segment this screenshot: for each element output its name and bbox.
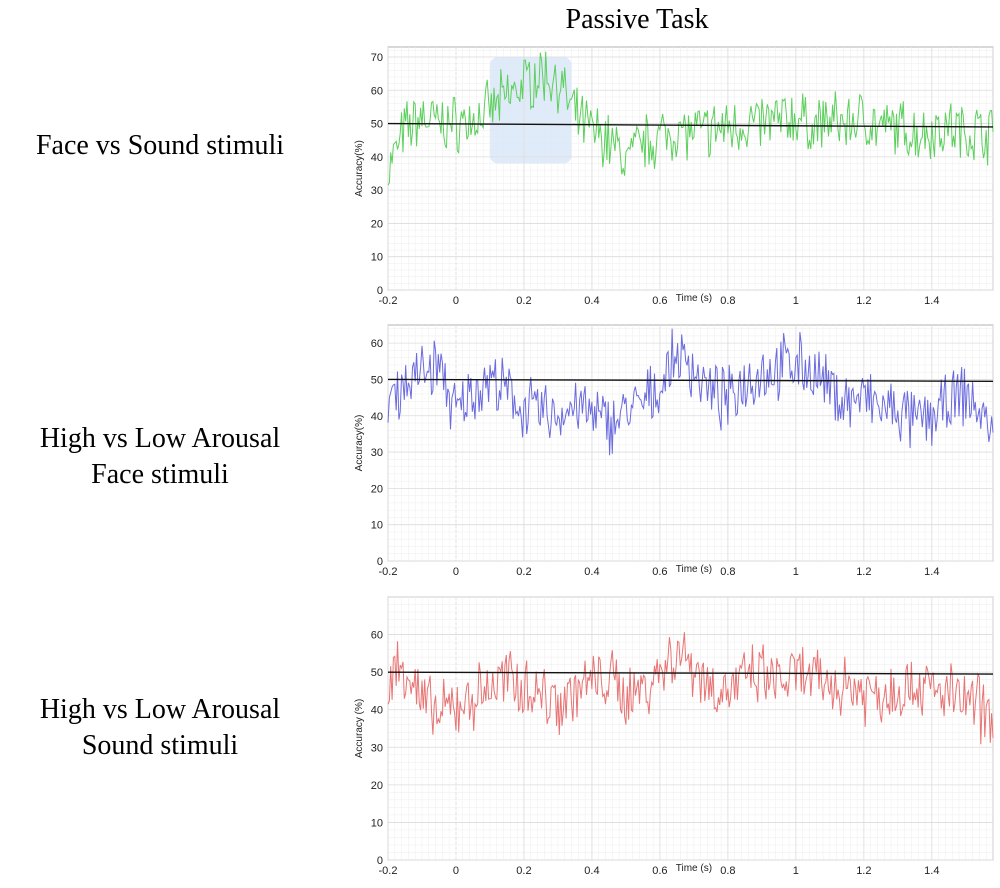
x-tick-label: 0.8 xyxy=(720,566,735,578)
x-tick-label: 0.2 xyxy=(516,865,531,877)
y-tick-label: 30 xyxy=(371,185,383,197)
x-tick-label: 1.4 xyxy=(924,865,939,877)
x-tick-label: 1.4 xyxy=(924,566,939,578)
accuracy-series-line xyxy=(387,51,994,186)
y-tick-label: 70 xyxy=(371,52,383,64)
x-tick-label: 0 xyxy=(453,295,459,307)
y-tick-label: 50 xyxy=(371,667,383,679)
x-tick-label: 0 xyxy=(453,566,459,578)
y-tick-label: 0 xyxy=(377,855,383,867)
y-tick-label: 20 xyxy=(371,780,383,792)
row-label-line1: High vs Low Arousal xyxy=(39,694,281,725)
row-label-high-low-sound: High vs Low Arousal Sound stimuli xyxy=(0,692,320,764)
y-tick-label: 10 xyxy=(371,817,383,829)
accuracy-series-line xyxy=(387,328,994,456)
y-tick-label: 30 xyxy=(371,447,383,459)
x-tick-label: 1 xyxy=(793,295,799,307)
row-label-line1: Face vs Sound stimuli xyxy=(35,130,285,161)
y-tick-label: 20 xyxy=(371,218,383,230)
row-label-line2: Sound stimuli xyxy=(81,730,239,761)
y-tick-label: 60 xyxy=(371,630,383,642)
x-tick-label: 0.2 xyxy=(516,566,531,578)
row-label-line2: Face stimuli xyxy=(91,459,229,490)
x-tick-label: 0.8 xyxy=(720,295,735,307)
x-tick-label: 1.2 xyxy=(856,865,871,877)
x-tick-label: 0.6 xyxy=(652,295,667,307)
highlight-region xyxy=(489,56,572,164)
y-tick-label: 0 xyxy=(377,285,383,297)
chart-panel-1: -0.2 0 0.2 0.4 0.6 0.8 1 1.2 1.4010203040506070T… xyxy=(354,46,994,307)
page-title: Passive Task xyxy=(565,4,709,35)
row-label-line1: High vs Low Arousal xyxy=(39,423,281,454)
y-tick-label: 40 xyxy=(371,152,383,164)
x-tick-label: 0.4 xyxy=(584,566,599,578)
chart-panel-3: -0.2 0 0.2 0.4 0.6 0.8 1 1.2 1.40102030405060Tim… xyxy=(354,596,994,877)
x-tick-label: 1 xyxy=(793,566,799,578)
y-tick-label: 0 xyxy=(377,556,383,568)
y-tick-label: 60 xyxy=(371,85,383,97)
plot-area xyxy=(387,596,994,861)
x-tick-label: 0 xyxy=(453,865,459,877)
y-tick-label: 20 xyxy=(371,483,383,495)
accuracy-series-line xyxy=(387,632,994,745)
x-axis-label: Time (s) xyxy=(676,863,712,874)
y-axis-label: Accuracy(%) xyxy=(354,415,365,472)
row-label-face-vs-sound: Face vs Sound stimuli xyxy=(0,128,320,164)
x-tick-label: 0.6 xyxy=(652,566,667,578)
x-tick-label: -0.2 xyxy=(379,295,398,307)
x-tick-label: 1.4 xyxy=(924,295,939,307)
chance-level-line xyxy=(387,671,994,675)
plot-area xyxy=(387,46,994,291)
y-tick-label: 60 xyxy=(371,338,383,350)
chance-level-line xyxy=(387,122,994,128)
y-axis-label: Accuracy (%) xyxy=(354,699,365,758)
y-tick-label: 50 xyxy=(371,374,383,386)
row-label-high-low-face: High vs Low Arousal Face stimuli xyxy=(0,421,320,493)
x-tick-label: 0.4 xyxy=(584,865,599,877)
x-tick-label: 0.4 xyxy=(584,295,599,307)
x-axis-label: Time (s) xyxy=(676,564,712,575)
chart-panel-2: -0.2 0 0.2 0.4 0.6 0.8 1 1.2 1.40102030405060Tim… xyxy=(354,324,994,578)
y-tick-label: 10 xyxy=(371,520,383,532)
x-tick-label: 1 xyxy=(793,865,799,877)
y-tick-label: 40 xyxy=(371,705,383,717)
y-tick-label: 50 xyxy=(371,119,383,131)
x-tick-label: 0.6 xyxy=(652,865,667,877)
x-tick-label: 0.2 xyxy=(516,295,531,307)
y-tick-label: 30 xyxy=(371,742,383,754)
y-tick-label: 40 xyxy=(371,411,383,423)
y-tick-label: 10 xyxy=(371,252,383,264)
x-tick-label: -0.2 xyxy=(379,566,398,578)
x-axis-label: Time (s) xyxy=(676,293,712,304)
x-tick-label: 1.2 xyxy=(856,295,871,307)
chance-level-line xyxy=(387,378,994,382)
x-tick-label: 1.2 xyxy=(856,566,871,578)
x-tick-label: 0.8 xyxy=(720,865,735,877)
y-axis-label: Accuracy(%) xyxy=(354,140,365,197)
x-tick-label: -0.2 xyxy=(379,865,398,877)
plot-area xyxy=(387,324,994,562)
